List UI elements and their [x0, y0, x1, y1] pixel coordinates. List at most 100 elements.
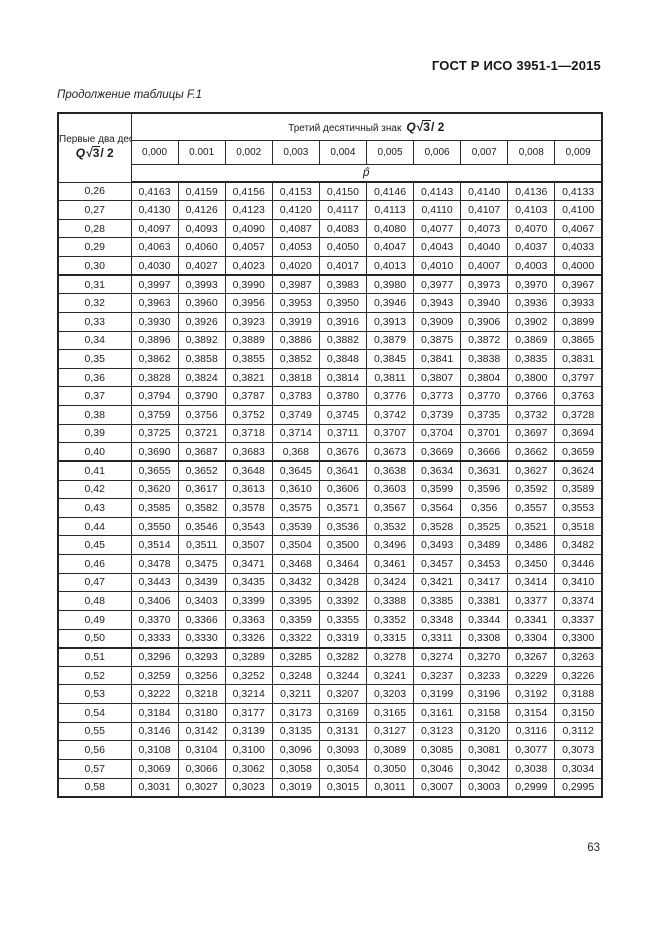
- table-cell: 0,3532: [365, 516, 415, 537]
- table-row: 0,32 0,3963 0,3960 0,3956 0,3953 0,3950 0,3946…: [57, 293, 603, 313]
- table-cell: 0,3399: [224, 591, 273, 611]
- table-cell: 0,3139: [224, 721, 273, 742]
- table-cell: 0,3392: [318, 591, 367, 611]
- table-cell: 0,3550: [130, 516, 179, 537]
- table-cell: 0,3241: [365, 665, 415, 686]
- table-cell: 0,3943: [413, 293, 462, 313]
- table-cell: 0,3666: [460, 442, 509, 463]
- table-cell: 0,3352: [365, 609, 415, 630]
- table-cell: 0,3233: [460, 665, 509, 686]
- row-label: 0,31: [57, 274, 132, 295]
- table-row: 0,49 0,3370 0,3366 0,3363 0,3359 0,3355 0,3352…: [57, 609, 603, 630]
- table-cell: 0,3697: [507, 423, 556, 444]
- table-cell: 0,3606: [318, 479, 367, 500]
- table-cell: 0,3482: [554, 535, 603, 555]
- table-cell: 0,3804: [460, 367, 509, 388]
- table-cell: 0,3282: [318, 647, 367, 667]
- table-cell: 0,3557: [507, 498, 556, 518]
- table-cell: 0,3370: [130, 609, 179, 630]
- table-cell: 0,3496: [365, 535, 415, 555]
- table-cell: 0,4120: [271, 200, 320, 220]
- table-cell: 0,3308: [460, 628, 509, 649]
- table-cell: 0,3424: [365, 572, 415, 593]
- table-cell: 0,3457: [413, 554, 462, 574]
- table-cell: 0,3077: [507, 740, 556, 760]
- table-cell: 0,3489: [460, 535, 509, 555]
- column-header: 0,002: [224, 139, 273, 165]
- statistical-table-f1: Первые два десятичных знака Q√3/ 2 Трети…: [57, 112, 603, 798]
- row-label: 0,27: [57, 200, 132, 220]
- table-cell: 0,3453: [460, 554, 509, 574]
- table-row: 0,26 0,4163 0,4159 0,4156 0,4153 0,4150 0,4146…: [57, 181, 603, 202]
- table-cell: 0,3188: [554, 684, 603, 704]
- table-cell: 0,3274: [413, 647, 462, 667]
- table-cell: 0,3256: [177, 665, 226, 686]
- table-cell: 0,3953: [271, 293, 320, 313]
- table-cell: 0,3421: [413, 572, 462, 593]
- table-cell: 0,4077: [413, 218, 462, 239]
- table-cell: 0,3828: [130, 367, 179, 388]
- table-cell: 0,3855: [224, 349, 273, 369]
- table-cell: 0,3486: [507, 535, 556, 555]
- table-cell: 0,4043: [413, 237, 462, 257]
- table-cell: 0,3518: [554, 516, 603, 537]
- table-cell: 0,3428: [318, 572, 367, 593]
- row-label: 0,56: [57, 740, 132, 760]
- table-cell: 0,3624: [554, 460, 603, 481]
- table-cell: 0,4087: [271, 218, 320, 239]
- table-cell: 0,3446: [554, 554, 603, 574]
- table-cell: 0,3081: [460, 740, 509, 760]
- table-cell: 0,4156: [224, 181, 273, 202]
- row-header-title: Первые два десятичных знака: [59, 134, 130, 146]
- table-cell: 0,3807: [413, 367, 462, 388]
- table-row: 0,52 0,3259 0,3256 0,3252 0,3248 0,3244 0,3241…: [57, 665, 603, 686]
- table-cell: 0,3536: [318, 516, 367, 537]
- table-row: 0,50 0,3333 0,3330 0,3326 0,3322 0,3319 0,3315…: [57, 628, 603, 649]
- table-cell: 0,3263: [554, 647, 603, 667]
- table-cell: 0,4013: [365, 256, 415, 277]
- table-cell: 0,3388: [365, 591, 415, 611]
- table-row: 0,53 0,3222 0,3218 0,3214 0,3211 0,3207 0,3203…: [57, 684, 603, 704]
- row-label: 0,40: [57, 442, 132, 463]
- row-label: 0,30: [57, 256, 132, 277]
- table-cell: 0,3759: [130, 405, 179, 425]
- table-cell: 0,4143: [413, 181, 462, 202]
- table-cell: 0,3203: [365, 684, 415, 704]
- table-row: 0,27 0,4130 0,4126 0,4123 0,4120 0,4117 0,4113…: [57, 200, 603, 220]
- table-cell: 0,3739: [413, 405, 462, 425]
- row-label: 0,43: [57, 498, 132, 518]
- table-cell: 0,4113: [365, 200, 415, 220]
- table-cell: 0,4100: [554, 200, 603, 220]
- row-label: 0,37: [57, 386, 132, 406]
- table-header-top-row: Первые два десятичных знака Q√3/ 2 Трети…: [57, 112, 603, 183]
- table-cell: 0,3641: [318, 460, 367, 481]
- table-cell: 0,3906: [460, 311, 509, 332]
- table-cell: 0,3131: [318, 721, 367, 742]
- table-cell: 0,3439: [177, 572, 226, 593]
- table-cell: 0,2999: [507, 777, 556, 798]
- table-cell: 0,3886: [271, 330, 320, 351]
- table-cell: 0,4030: [130, 256, 179, 277]
- table-cell: 0,3417: [460, 572, 509, 593]
- table-cell: 0,3112: [554, 721, 603, 742]
- table-row: 0,48 0,3406 0,3403 0,3399 0,3395 0,3392 0,3388…: [57, 591, 603, 611]
- q-sqrt3-over-2-formula: Q√3/ 2: [76, 146, 114, 162]
- table-cell: 0,3293: [177, 647, 226, 667]
- table-cell: 0,3564: [413, 498, 462, 518]
- table-cell: 0,3756: [177, 405, 226, 425]
- table-cell: 0,3525: [460, 516, 509, 537]
- table-cell: 0,3655: [130, 460, 179, 481]
- formula-divisor: / 2: [100, 146, 114, 161]
- table-cell: 0,3742: [365, 405, 415, 425]
- table-cell: 0,3146: [130, 721, 179, 742]
- table-cell: 0,3027: [177, 777, 226, 798]
- row-label: 0,46: [57, 554, 132, 574]
- table-cell: 0,3690: [130, 442, 179, 463]
- table-cell: 0,3435: [224, 572, 273, 593]
- table-cell: 0,3923: [224, 311, 273, 332]
- table-cell: 0,3926: [177, 311, 226, 332]
- table-cell: 0,3521: [507, 516, 556, 537]
- table-cell: 0,4037: [507, 237, 556, 257]
- table-cell: 0,4017: [318, 256, 367, 277]
- table-cell: 0,3066: [177, 758, 226, 779]
